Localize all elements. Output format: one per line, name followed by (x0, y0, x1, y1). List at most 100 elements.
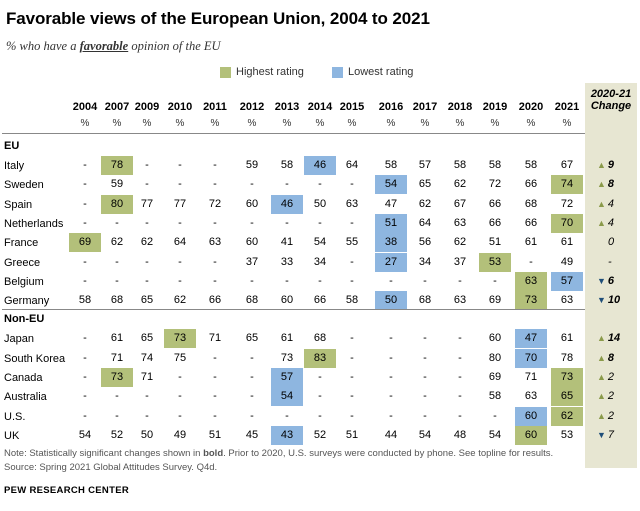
country-label-belgium: Belgium (4, 275, 44, 288)
value-cell-australia-2010: - (178, 390, 182, 403)
value-cell-canada-2016: - (389, 371, 393, 383)
change-number: 8 (607, 351, 615, 364)
triangle-up-icon: ▲ (597, 333, 606, 344)
value-cell-italy-2015: 64 (345, 159, 359, 171)
change-number: 4 (607, 197, 615, 210)
value-cell-sweden-2011: - (213, 178, 217, 191)
year-header-2017: 2017 (412, 101, 438, 113)
change-value-japan: ▲ 14 (597, 332, 620, 344)
value-cell-uk-2016: 44 (384, 428, 398, 441)
value-cell-australia-2019: 58 (488, 390, 502, 403)
value-cell-u-s-2016: - (389, 409, 393, 422)
value-cell-canada-2004: - (83, 371, 87, 383)
change-value-uk: ▼ 7 (597, 429, 614, 441)
unit-label: % (347, 118, 357, 129)
value-cell-south-korea-2013: 73 (280, 351, 294, 364)
country-label-netherlands: Netherlands (4, 217, 64, 230)
value-cell-u-s-2014: - (318, 409, 322, 422)
legend-highest-swatch (220, 66, 231, 78)
value-cell-uk-2019: 54 (488, 428, 502, 441)
year-header-2018: 2018 (447, 101, 473, 113)
change-number: 2 (607, 409, 615, 422)
value-cell-australia-2009: - (145, 390, 149, 403)
year-header-2004: 2004 (72, 101, 98, 113)
value-cell-belgium-2019: - (493, 274, 497, 287)
value-cell-italy-2020: 58 (524, 159, 538, 171)
value-cell-germany-2016: 50 (375, 291, 407, 311)
value-cell-south-korea-2014: 83 (304, 348, 336, 368)
value-cell-germany-2011: 66 (208, 294, 222, 307)
year-header-2010: 2010 (167, 101, 193, 113)
value-cell-spain-2007: 80 (101, 194, 133, 214)
value-cell-south-korea-2015: - (350, 351, 354, 364)
value-cell-sweden-2017: 65 (418, 178, 432, 191)
value-cell-sweden-2009: - (145, 178, 149, 191)
value-cell-south-korea-2009: 74 (140, 351, 154, 364)
value-cell-greece-2009: - (145, 255, 149, 268)
subtitle-prefix: % who have a (6, 39, 80, 53)
value-cell-u-s-2004: - (83, 409, 87, 422)
triangle-down-icon: ▼ (597, 275, 606, 286)
value-cell-netherlands-2021: 70 (551, 213, 583, 233)
value-cell-netherlands-2009: - (145, 216, 149, 229)
value-cell-greece-2019: 53 (479, 252, 511, 272)
value-cell-japan-2020: 47 (515, 329, 547, 349)
value-cell-uk-2007: 52 (110, 428, 124, 441)
value-cell-netherlands-2014: - (318, 216, 322, 229)
triangle-up-icon: ▲ (597, 410, 606, 421)
value-cell-uk-2017: 54 (418, 428, 432, 441)
group-rule (2, 309, 585, 311)
change-value-canada: ▲ 2 (597, 371, 614, 383)
value-cell-uk-2004: 54 (78, 428, 92, 441)
value-cell-japan-2018: - (458, 332, 462, 345)
value-cell-canada-2012: - (250, 371, 254, 383)
value-cell-spain-2020: 68 (524, 197, 538, 210)
value-cell-belgium-2014: - (318, 274, 322, 287)
value-cell-greece-2018: 37 (453, 255, 467, 268)
value-cell-belgium-2013: - (285, 274, 289, 287)
triangle-up-icon: ▲ (597, 160, 606, 170)
legend-lowest: Lowest rating (332, 66, 413, 78)
brand-label: PEW RESEARCH CENTER (4, 485, 129, 496)
value-cell-spain-2017: 62 (418, 197, 432, 210)
year-header-2012: 2012 (239, 101, 265, 113)
value-cell-germany-2015: 58 (345, 294, 359, 307)
change-value-sweden: ▲ 8 (597, 178, 614, 190)
value-cell-australia-2021: 65 (551, 387, 583, 407)
value-cell-canada-2013: 57 (271, 368, 303, 387)
value-cell-u-s-2021: 62 (551, 406, 583, 426)
value-cell-greece-2016: 27 (375, 252, 407, 272)
value-cell-u-s-2017: - (423, 409, 427, 422)
note-suffix: . Prior to 2020, U.S. surveys were condu… (223, 448, 554, 459)
change-number: 0 (608, 236, 615, 249)
value-cell-spain-2011: 72 (208, 197, 222, 210)
value-cell-italy-2007: 78 (101, 156, 133, 175)
value-cell-canada-2015: - (350, 371, 354, 383)
value-cell-canada-2007: 73 (101, 368, 133, 387)
value-cell-greece-2007: - (115, 255, 119, 268)
value-cell-spain-2010: 77 (173, 197, 187, 210)
value-cell-netherlands-2019: 66 (488, 216, 502, 229)
change-value-greece: - (608, 256, 612, 268)
country-label-australia: Australia (4, 391, 47, 404)
value-cell-uk-2013: 43 (271, 425, 303, 445)
country-label-france: France (4, 237, 39, 250)
unit-label: % (562, 118, 572, 129)
value-cell-greece-2013: 33 (280, 255, 294, 268)
value-cell-australia-2014: - (318, 390, 322, 403)
year-header-2014: 2014 (307, 101, 333, 113)
triangle-up-icon: ▲ (597, 198, 606, 209)
header-rule (2, 133, 585, 134)
value-cell-netherlands-2016: 51 (375, 213, 407, 233)
value-cell-france-2020: 61 (524, 236, 538, 249)
value-cell-sweden-2020: 66 (524, 178, 538, 191)
unit-label: % (420, 118, 430, 129)
value-cell-sweden-2014: - (318, 178, 322, 191)
value-cell-australia-2018: - (458, 390, 462, 403)
value-cell-japan-2012: 65 (245, 332, 259, 345)
year-header-2015: 2015 (339, 101, 365, 113)
value-cell-japan-2014: 68 (313, 332, 327, 345)
value-cell-canada-2009: 71 (140, 371, 154, 383)
value-cell-australia-2013: 54 (271, 387, 303, 407)
value-cell-sweden-2019: 72 (488, 178, 502, 191)
